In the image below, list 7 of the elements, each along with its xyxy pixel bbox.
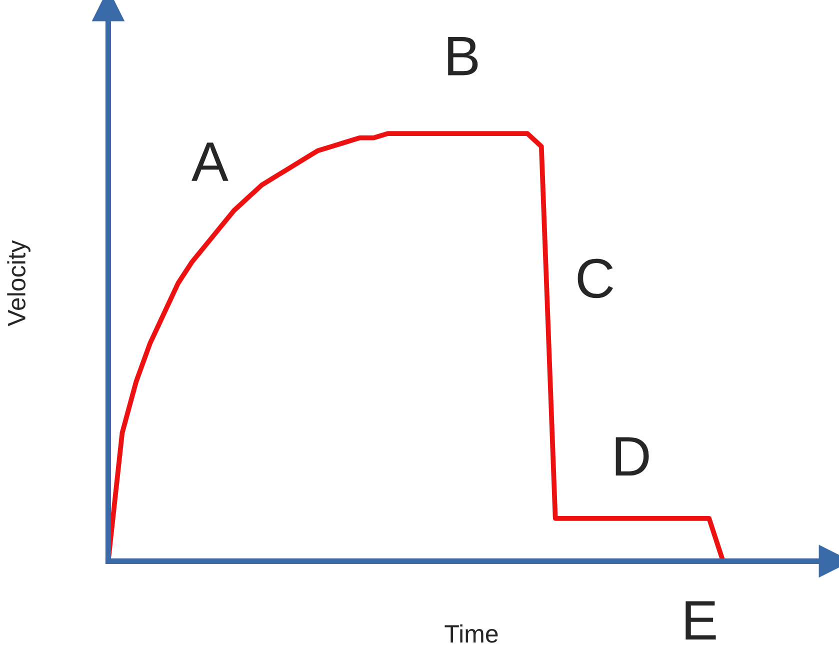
y-axis-title: Velocity: [7, 240, 30, 326]
text: B: [448, 37, 478, 76]
annotation: C: [578, 258, 613, 298]
x-axis-title: Time: [444, 624, 498, 643]
annotation: D: [616, 437, 649, 476]
text: E: [686, 601, 716, 640]
annotation: A: [192, 142, 228, 181]
